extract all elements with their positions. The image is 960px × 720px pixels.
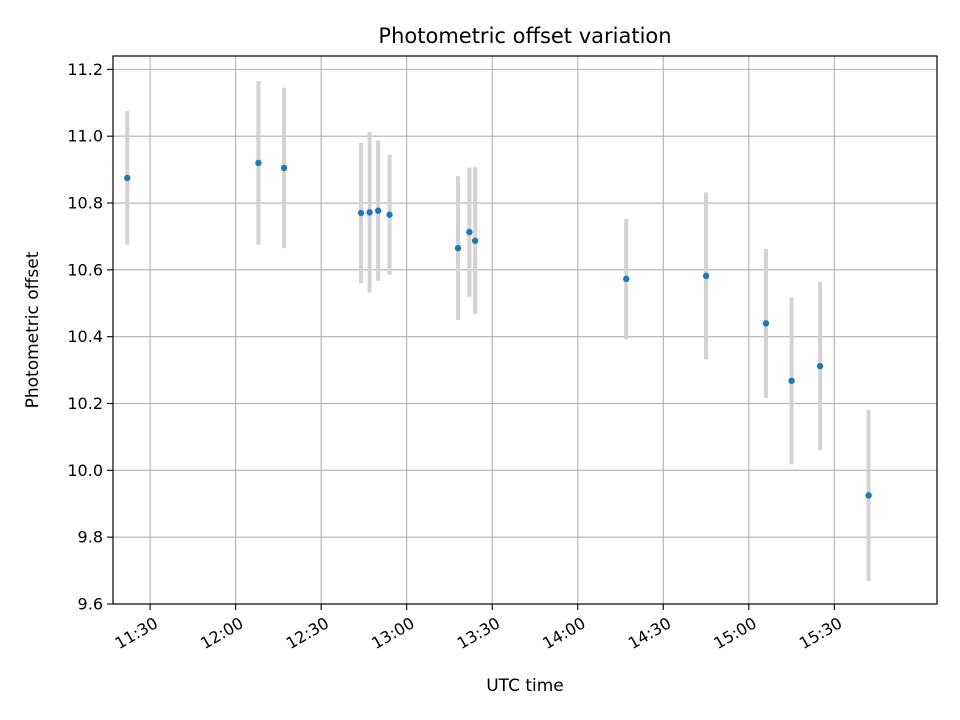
data-point — [454, 244, 462, 252]
y-tick-label: 10.8 — [67, 194, 103, 213]
data-point — [623, 275, 630, 283]
y-axis-label: Photometric offset — [23, 251, 43, 408]
data-point — [762, 320, 770, 327]
y-tick-label: 10.0 — [67, 461, 103, 480]
data-point — [466, 228, 473, 236]
data-point — [702, 272, 710, 280]
x-axis-label: UTC time — [486, 676, 564, 696]
data-point — [816, 362, 824, 370]
y-tick-label: 9.6 — [78, 595, 103, 614]
y-tick-label: 9.8 — [78, 528, 103, 547]
data-points — [124, 159, 872, 499]
y-tick-label: 10.6 — [67, 260, 103, 279]
data-point — [280, 164, 288, 172]
data-point — [386, 211, 393, 218]
data-point — [366, 209, 373, 216]
data-point — [255, 159, 262, 167]
y-axis-ticks: 9.6 9.8 10.0 10.2 10.4 10.6 10.8 11.0 11.2 — [67, 60, 113, 614]
y-tick-label: 11.0 — [67, 127, 103, 146]
data-point — [865, 492, 872, 499]
data-point — [471, 237, 479, 244]
data-point — [357, 209, 365, 217]
data-point — [374, 207, 382, 214]
data-point — [788, 377, 795, 384]
data-point — [124, 174, 131, 182]
y-tick-label: 11.2 — [67, 60, 103, 79]
chart-title: Photometric offset variation — [378, 24, 671, 48]
plot-area — [113, 56, 937, 604]
y-tick-label: 10.4 — [67, 327, 103, 346]
plot-frame — [112, 55, 938, 605]
y-tick-label: 10.2 — [67, 394, 103, 413]
